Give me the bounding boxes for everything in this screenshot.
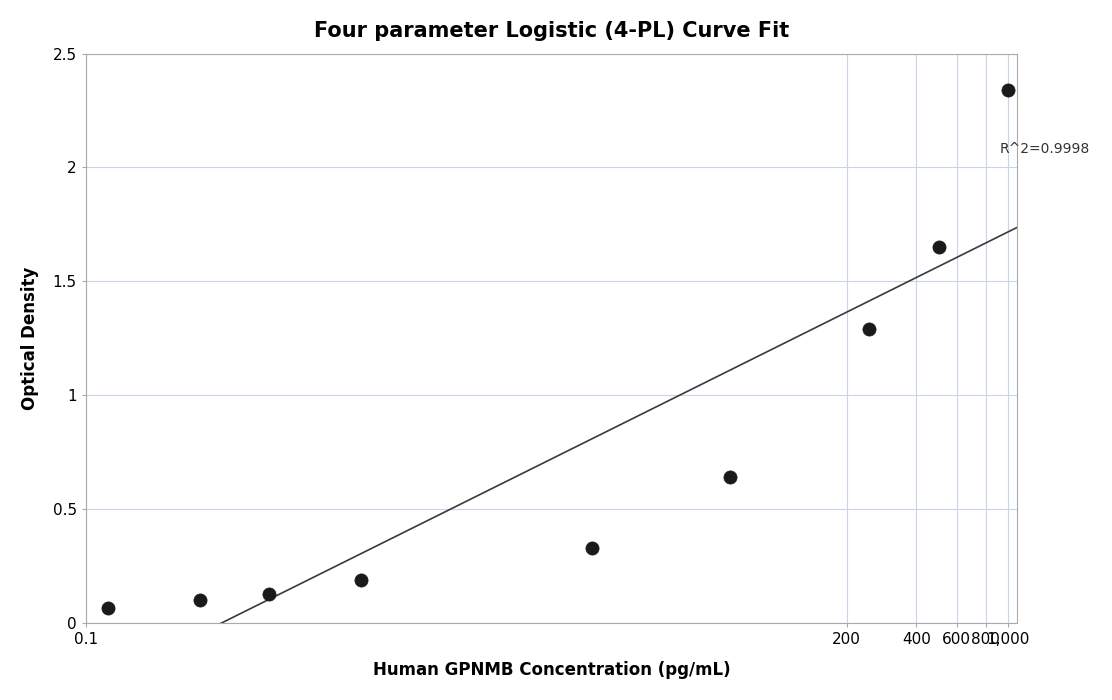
Title: Four parameter Logistic (4-PL) Curve Fit: Four parameter Logistic (4-PL) Curve Fit (314, 21, 790, 41)
Point (999, 85, 1016, 96)
X-axis label: Human GPNMB Concentration (pg/mL): Human GPNMB Concentration (pg/mL) (373, 662, 731, 679)
Point (583, 542, 600, 554)
Text: R^2=0.9998: R^2=0.9998 (1000, 142, 1090, 156)
Point (722, 472, 739, 483)
Point (99, 603, 117, 614)
Point (353, 574, 370, 585)
Point (191, 595, 209, 606)
Point (861, 323, 878, 335)
Point (930, 241, 947, 253)
Point (260, 588, 278, 599)
Y-axis label: Optical Density: Optical Density (21, 267, 39, 410)
